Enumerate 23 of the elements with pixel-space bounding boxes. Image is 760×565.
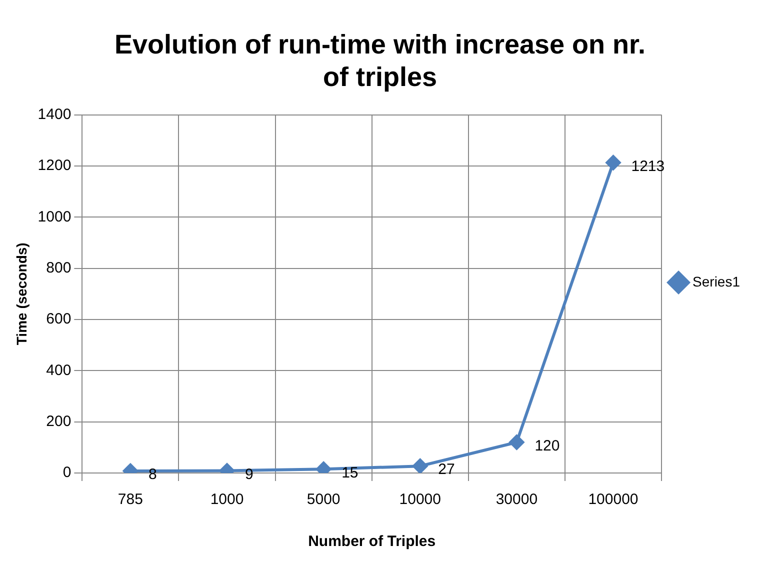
- y-tick-label: 1200: [38, 157, 72, 174]
- legend-label: Series1: [692, 273, 740, 290]
- x-tick-label: 30000: [496, 491, 538, 508]
- data-label: 27: [438, 461, 455, 478]
- y-tick-label: 1000: [38, 208, 72, 226]
- y-tick-label: 1400: [38, 106, 72, 123]
- x-tick-label: 1000: [210, 491, 244, 508]
- data-label: 120: [534, 437, 560, 454]
- y-tick-label: 400: [46, 362, 72, 379]
- x-tick-label: 100000: [588, 491, 638, 508]
- y-tick-label: 0: [62, 464, 72, 482]
- x-tick-label: 10000: [399, 491, 441, 508]
- x-axis-title: Number of Triples: [308, 533, 436, 550]
- point: [606, 155, 621, 170]
- y-tick-label: 800: [46, 259, 72, 276]
- y-tick-label: 200: [46, 412, 72, 430]
- data-label: 1213: [631, 158, 665, 175]
- y-axis-title: Time (seconds): [13, 242, 30, 346]
- x-tick-label: 785: [118, 491, 143, 508]
- x-tick-label: 5000: [306, 491, 340, 508]
- chart-title: Evolution of run-time with increase on nr. of triples: [114, 30, 646, 92]
- y-tick-label: 600: [46, 310, 72, 328]
- data-label: 15: [342, 464, 358, 482]
